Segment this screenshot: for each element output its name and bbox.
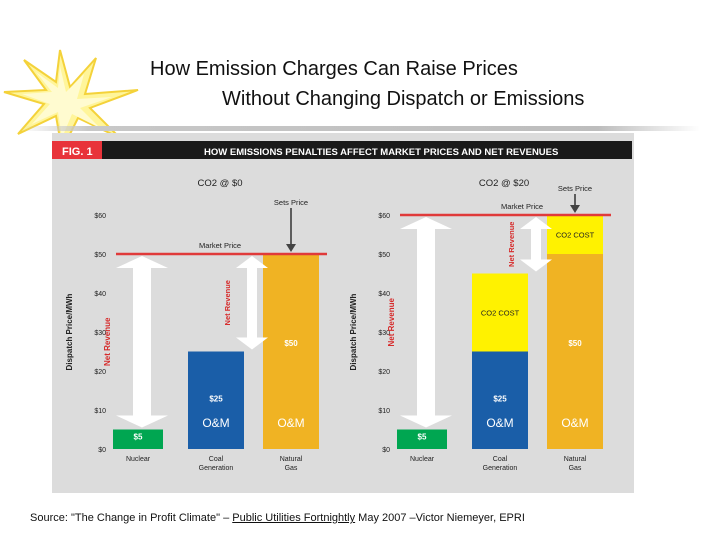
category-label: Gas <box>569 465 582 472</box>
sets-price-arrowhead <box>286 244 296 252</box>
om-label: O&M <box>561 416 588 430</box>
y-tick-label: $20 <box>378 369 390 376</box>
sets-price-label: Sets Price <box>274 198 308 207</box>
chart-title: CO2 @ $0 <box>197 178 242 189</box>
y-tick-label: $20 <box>94 369 106 376</box>
bar-value-label: $50 <box>284 339 298 348</box>
co2-cost-label: CO2 COST <box>481 309 520 318</box>
net-revenue-label: Net Revenue <box>507 222 516 267</box>
net-revenue-arrow <box>116 256 168 428</box>
bar-om <box>113 429 163 449</box>
sets-price-label: Sets Price <box>558 184 592 193</box>
y-tick-label: $50 <box>94 252 106 259</box>
category-label: Nuclear <box>126 456 151 463</box>
sets-price-arrowhead <box>570 205 580 213</box>
y-tick-label: $60 <box>94 213 106 220</box>
bar-om <box>547 254 603 449</box>
fig-title: HOW EMISSIONS PENALTIES AFFECT MARKET PR… <box>204 147 558 158</box>
y-axis-title: Dispatch Price/MWh <box>65 293 74 370</box>
y-tick-label: $10 <box>94 408 106 415</box>
bar-om <box>263 254 319 449</box>
category-label: Generation <box>199 465 234 472</box>
category-label: Generation <box>483 465 518 472</box>
bar-value-label: $5 <box>134 433 143 442</box>
source-suffix: May 2007 –Victor Niemeyer, EPRI <box>355 512 525 524</box>
source-publication: Public Utilities Fortnightly <box>232 512 356 524</box>
bar-value-label: $5 <box>418 433 427 442</box>
y-tick-label: $30 <box>94 330 106 337</box>
y-axis-title: Dispatch Price/MWh <box>349 293 358 370</box>
category-label: Natural <box>564 456 587 463</box>
net-revenue-arrow <box>236 256 268 350</box>
co2-cost-label: CO2 COST <box>556 231 595 240</box>
category-label: Nuclear <box>410 456 435 463</box>
y-tick-label: $30 <box>378 330 390 337</box>
header-rule <box>20 126 700 131</box>
source-citation: Source: "The Change in Profit Climate" –… <box>30 512 525 524</box>
om-label: O&M <box>486 416 513 430</box>
bar-value-label: $25 <box>493 395 507 404</box>
slide-title-line2: Without Changing Dispatch or Emissions <box>222 88 585 110</box>
slide-title-line1: How Emission Charges Can Raise Prices <box>150 58 518 80</box>
chart-title: CO2 @ $20 <box>479 178 529 189</box>
net-revenue-label: Net Revenue <box>387 297 396 346</box>
fig-label: FIG. 1 <box>62 146 93 158</box>
bar-value-label: $50 <box>568 339 582 348</box>
y-tick-label: $0 <box>382 447 390 454</box>
net-revenue-arrow <box>400 217 452 428</box>
bar-om <box>188 351 244 449</box>
bar-co2 <box>472 273 528 352</box>
bar-co2 <box>547 215 603 254</box>
y-tick-label: $0 <box>98 447 106 454</box>
bar-value-label: $25 <box>209 395 223 404</box>
bar-om <box>397 429 447 449</box>
net-revenue-label: Net Revenue <box>103 317 112 366</box>
fig-title-bar <box>102 141 632 159</box>
net-revenue-arrow <box>520 217 552 272</box>
source-prefix: Source: "The Change in Profit Climate" – <box>30 512 233 524</box>
y-tick-label: $40 <box>378 291 390 298</box>
category-label: Coal <box>493 456 508 463</box>
bar-om <box>472 351 528 449</box>
market-price-label: Market Price <box>199 241 241 250</box>
emissions-figure: FIG. 1 HOW EMISSIONS PENALTIES AFFECT MA… <box>52 133 634 493</box>
om-label: O&M <box>277 416 304 430</box>
om-label: O&M <box>202 416 229 430</box>
category-label: Gas <box>285 465 298 472</box>
y-tick-label: $60 <box>378 213 390 220</box>
net-revenue-label: Net Revenue <box>223 280 232 325</box>
fig-label-box <box>52 141 102 159</box>
y-tick-label: $50 <box>378 252 390 259</box>
category-label: Natural <box>280 456 303 463</box>
category-label: Coal <box>209 456 224 463</box>
y-tick-label: $40 <box>94 291 106 298</box>
y-tick-label: $10 <box>378 408 390 415</box>
market-price-label: Market Price <box>501 202 543 211</box>
